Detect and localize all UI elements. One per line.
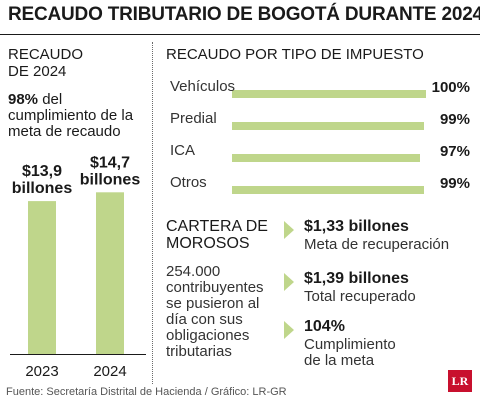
kpi-value: 104% — [304, 318, 345, 335]
tax-bar — [232, 154, 421, 162]
bar-value-label: $13,9 — [22, 163, 62, 180]
kpi-value: $1,33 billones — [304, 218, 409, 235]
lr-logo: LR — [448, 370, 472, 392]
cartera-desc-line: se pusieron al — [166, 295, 260, 312]
kpi-caption: Cumplimiento de la meta — [304, 337, 396, 369]
column-divider — [152, 42, 153, 384]
tax-row: Predial 99% — [166, 110, 474, 138]
bar-2023 — [28, 201, 56, 354]
tax-bar — [232, 122, 425, 130]
tax-row: ICA 97% — [166, 142, 474, 170]
tax-row: Vehículos 100% — [166, 78, 474, 106]
compliance-pct: 98% — [8, 91, 39, 108]
tax-bar — [232, 90, 426, 98]
compliance-desc-line3: meta de recaudo — [8, 123, 121, 140]
kpi-caption-line: Cumplimiento — [304, 336, 396, 353]
tax-type-heading: RECAUDO POR TIPO DE IMPUESTO — [166, 46, 424, 63]
compliance-description: 98% del cumplimiento de la meta de recau… — [8, 92, 143, 140]
compliance-desc-line1: del — [38, 91, 63, 108]
bar-value-label: $14,7 — [90, 154, 130, 171]
bar-value-label: billones — [80, 171, 141, 188]
kpi-goal-compliance: 104% Cumplimiento de la meta — [284, 318, 474, 370]
tax-label: Predial — [170, 110, 217, 127]
arrow-right-icon — [284, 273, 294, 291]
compliance-desc-line2: cumplimiento de la — [8, 107, 134, 124]
tax-pct-label: 97% — [439, 143, 470, 160]
arrow-right-icon — [284, 321, 294, 339]
kpi-recovery-goal: $1,33 billones Meta de recuperación — [284, 218, 474, 262]
tax-bar — [232, 186, 425, 194]
x-tick-label: 2023 — [25, 363, 58, 380]
cartera-desc-line: tributarias — [166, 343, 232, 360]
tax-label: ICA — [170, 142, 196, 159]
kpi-value: $1,39 billones — [304, 270, 409, 287]
cartera-description: 254.000 contribuyentes se pusieron al dí… — [166, 264, 286, 360]
tax-row: Otros 99% — [166, 174, 474, 202]
page-title: RECAUDO TRIBUTARIO DE BOGOTÁ DURANTE 202… — [8, 4, 480, 25]
left-heading-line1: RECAUDO — [8, 46, 84, 63]
kpi-caption: Meta de recuperación — [304, 236, 450, 253]
x-tick-label: 2024 — [93, 363, 126, 380]
kpi-caption: Total recuperado — [304, 288, 416, 305]
tax-label: Otros — [170, 174, 207, 191]
kpi-total-recovered: $1,39 billones Total recuperado — [284, 270, 474, 314]
cartera-heading-line2: MOROSOS — [166, 235, 250, 252]
left-heading-line2: DE 2024 — [8, 63, 67, 80]
cartera-desc-line: obligaciones — [166, 327, 250, 344]
left-panel-heading: RECAUDO DE 2024 — [8, 46, 118, 80]
tax-pct-label: 99% — [439, 111, 470, 128]
cartera-desc-line: día con sus — [166, 311, 243, 328]
cartera-desc-line: contribuyentes — [166, 279, 264, 296]
tax-label: Vehículos — [170, 78, 236, 95]
cartera-heading-line1: CARTERA DE — [166, 218, 268, 235]
cartera-desc-line: 254.000 — [166, 263, 221, 280]
bar-value-label: billones — [12, 180, 73, 197]
tax-pct-label: 99% — [439, 175, 470, 192]
title-divider — [0, 34, 480, 35]
source-note: Fuente: Secretaría Distrital de Hacienda… — [6, 386, 287, 398]
cartera-heading: CARTERA DE MOROSOS — [166, 218, 281, 252]
tax-pct-label: 100% — [431, 79, 470, 96]
bar-2024 — [96, 192, 124, 354]
kpi-caption-line: de la meta — [304, 352, 375, 369]
arrow-right-icon — [284, 221, 294, 239]
